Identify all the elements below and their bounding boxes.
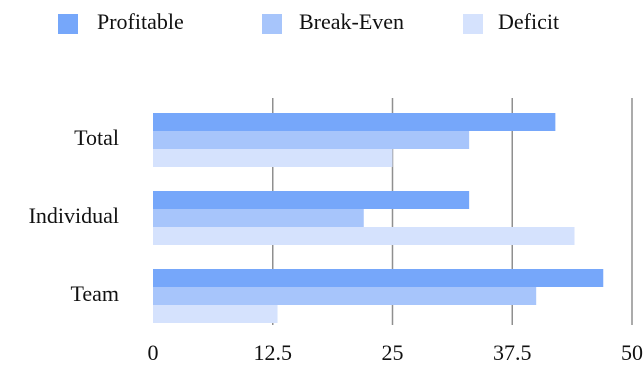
chart-tick-labels: 0 12.5 25 37.5 50 <box>148 340 644 365</box>
legend-swatch-profitable <box>58 14 78 34</box>
bar-total-break-even <box>153 131 470 149</box>
legend-swatch-break-even <box>262 14 282 34</box>
x-tick-label-0: 0 <box>148 340 159 365</box>
bar-individual-deficit <box>153 227 575 245</box>
bar-total-profitable <box>153 113 556 131</box>
bar-individual-profitable <box>153 191 470 209</box>
chart-bars <box>153 113 604 323</box>
x-tick-label-3: 37.5 <box>493 340 532 365</box>
legend-label-profitable: Profitable <box>97 9 184 34</box>
chart-legend: Profitable Break-Even Deficit <box>58 9 559 34</box>
bar-individual-break-even <box>153 209 364 227</box>
category-label-individual: Individual <box>29 203 119 228</box>
category-label-total: Total <box>74 125 119 150</box>
x-tick-label-4: 50 <box>621 340 643 365</box>
bar-team-deficit <box>153 305 278 323</box>
category-label-team: Team <box>70 281 119 306</box>
x-tick-label-1: 12.5 <box>254 340 293 365</box>
legend-label-deficit: Deficit <box>498 9 559 34</box>
x-tick-label-2: 25 <box>382 340 404 365</box>
legend-swatch-deficit <box>463 14 483 34</box>
legend-label-break-even: Break-Even <box>299 9 404 34</box>
bar-team-break-even <box>153 287 537 305</box>
chart-category-labels: Total Individual Team <box>29 125 119 306</box>
bar-total-deficit <box>153 149 393 167</box>
bar-team-profitable <box>153 269 604 287</box>
